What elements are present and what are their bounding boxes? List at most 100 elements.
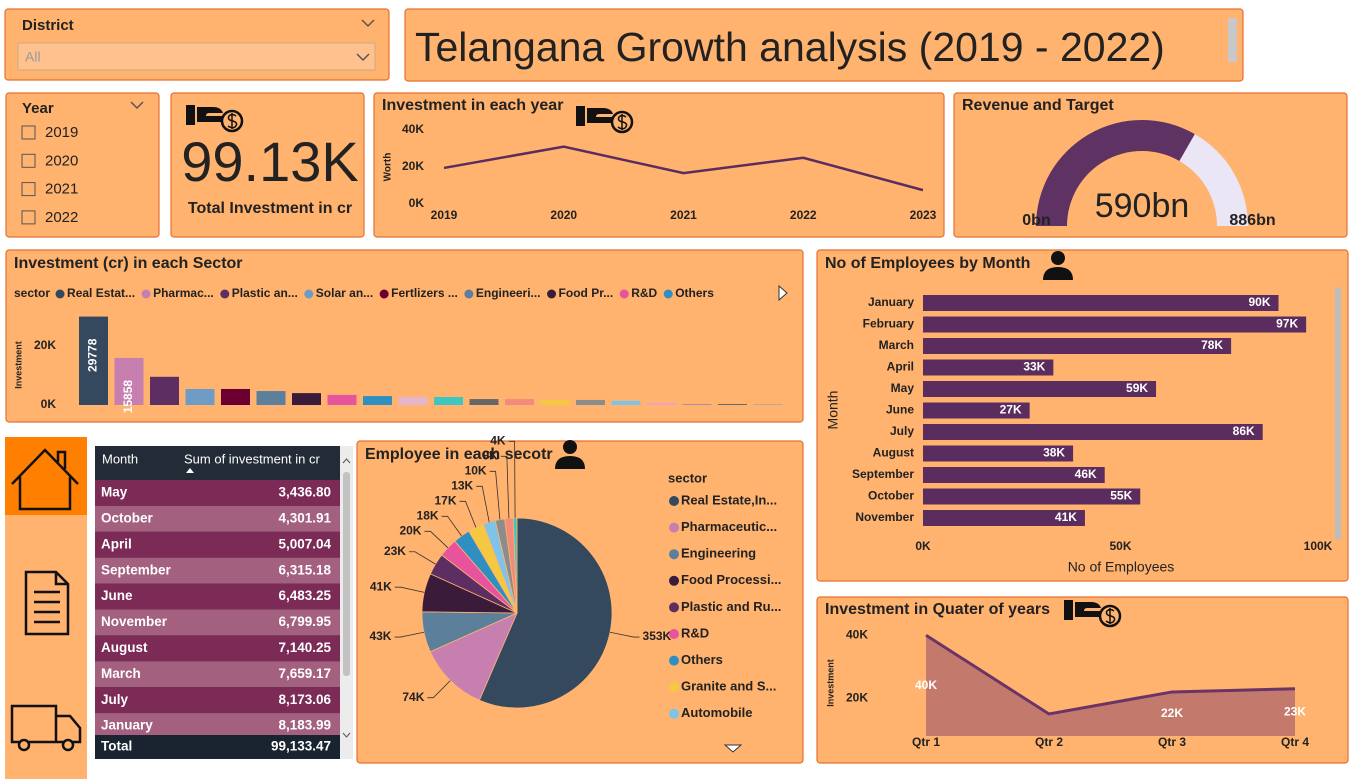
- leader-line: [500, 455, 510, 519]
- leader-line: [394, 586, 425, 593]
- checkbox[interactable]: [21, 210, 36, 225]
- bar-label: 86K: [1233, 424, 1255, 438]
- bar-label: 55K: [1110, 489, 1132, 503]
- leader-line: [476, 485, 490, 523]
- bar-label: 59K: [1126, 381, 1148, 395]
- table-scroll-thumb[interactable]: [343, 472, 350, 676]
- legend-label: Others: [675, 286, 714, 300]
- scrollbar[interactable]: [1335, 287, 1341, 540]
- dropdown-chevron[interactable]: [356, 53, 370, 62]
- leader-line: [609, 631, 640, 638]
- bar: [647, 402, 676, 405]
- legend-marker: [220, 289, 230, 299]
- slice-label: 20K: [399, 523, 421, 537]
- checkbox-label[interactable]: 2022: [45, 209, 78, 226]
- dropdown-chevron[interactable]: [361, 19, 375, 28]
- y-tick-label: July: [890, 424, 914, 438]
- slice-label: 4K: [490, 433, 506, 447]
- leader-line: [394, 631, 425, 638]
- checkbox-label[interactable]: 2021: [45, 181, 78, 198]
- home-icon[interactable]: [11, 448, 79, 511]
- title-scroll: [1228, 18, 1237, 62]
- slice-label: 353K: [643, 629, 672, 643]
- gauge-value: 590bn: [1095, 187, 1190, 225]
- y-tick-label: June: [886, 403, 914, 417]
- leader-line: [489, 470, 501, 520]
- scroll-arrow[interactable]: [342, 458, 351, 464]
- bar-label: 27K: [1000, 403, 1022, 417]
- table-cell: 7,659.17: [278, 666, 331, 681]
- y-tick-label: 20K: [846, 690, 868, 704]
- bar-label: 38K: [1043, 446, 1065, 460]
- slice-label: 13K: [451, 478, 473, 492]
- gauge-limit: 886bn: [1229, 212, 1275, 229]
- table-cell: April: [101, 536, 132, 551]
- data-label: 22K: [1161, 706, 1183, 720]
- x-tick-label: 50K: [1109, 539, 1131, 553]
- table-row: [95, 557, 340, 584]
- legend-label: Pharmaceutic...: [681, 519, 777, 534]
- chart-title: Investment (cr) in each Sector: [14, 255, 243, 272]
- legend-more[interactable]: [723, 744, 743, 753]
- table-cell: July: [101, 692, 129, 707]
- header-title: Telangana Growth analysis (2019 - 2022): [415, 24, 1165, 70]
- checkbox[interactable]: [21, 182, 36, 197]
- table-row: [95, 635, 340, 662]
- scroll-arrow[interactable]: [342, 732, 351, 738]
- checkbox-label[interactable]: 2020: [45, 152, 78, 169]
- panel: [816, 596, 1349, 764]
- y-tick-label: May: [891, 381, 915, 395]
- bar: [221, 388, 250, 405]
- table-row: [95, 661, 340, 688]
- table-cell: March: [101, 666, 141, 681]
- bar: [114, 357, 144, 405]
- leader-line: [424, 530, 449, 549]
- money-icon: [576, 106, 616, 126]
- leader-line: [427, 680, 451, 699]
- chart-title: Investment in each year: [382, 97, 563, 114]
- checkbox[interactable]: [21, 125, 36, 140]
- x-tick-label: 2023: [910, 208, 937, 222]
- panel: [170, 92, 365, 238]
- checkbox[interactable]: [21, 153, 36, 168]
- y-tick-label: February: [863, 317, 915, 331]
- y-tick-label: November: [855, 510, 914, 524]
- slice-label: 9K: [482, 448, 498, 462]
- table-row: [95, 713, 340, 735]
- dropdown-chevron[interactable]: [130, 101, 144, 110]
- table-cell: 8,173.06: [278, 692, 331, 707]
- table-cell: 8,183.99: [278, 718, 331, 733]
- slicer-dropdown[interactable]: [17, 42, 376, 71]
- bar-label: 90K: [1248, 295, 1270, 309]
- checkbox-label[interactable]: 2019: [45, 124, 78, 141]
- slice-label: 17K: [435, 493, 457, 507]
- y-tick-label: 40K: [846, 627, 868, 641]
- bar-label: 78K: [1201, 338, 1223, 352]
- leader-line: [508, 440, 516, 519]
- x-tick-label: 100K: [1304, 539, 1333, 553]
- legend-next[interactable]: [778, 284, 788, 302]
- legend-label: Engineeri...: [476, 286, 541, 300]
- document-icon[interactable]: [24, 570, 70, 636]
- slice-label: 43K: [369, 629, 391, 643]
- legend-label: R&D: [681, 625, 709, 640]
- table-rows: May 3,436.80 October 4,301.91 April 5,007.04 S…: [95, 480, 340, 735]
- y-axis-label: Worth: [383, 153, 394, 182]
- table-row: [95, 583, 340, 610]
- legend-marker: [669, 708, 679, 719]
- pie-slice: [512, 517, 518, 614]
- bar: [923, 424, 1263, 440]
- bar-label: 46K: [1075, 467, 1097, 481]
- bar: [576, 399, 605, 405]
- table-header: Sum of investment in cr: [184, 451, 320, 466]
- bar: [682, 404, 712, 405]
- truck-icon[interactable]: [10, 704, 82, 752]
- panel: [373, 92, 945, 238]
- bar: [398, 396, 428, 405]
- bar: [540, 399, 570, 405]
- bar-label: 33K: [1023, 360, 1045, 374]
- legend-marker: [663, 289, 673, 299]
- bar: [185, 388, 215, 405]
- table-cell: September: [101, 562, 172, 577]
- slice-label: 41K: [370, 579, 392, 593]
